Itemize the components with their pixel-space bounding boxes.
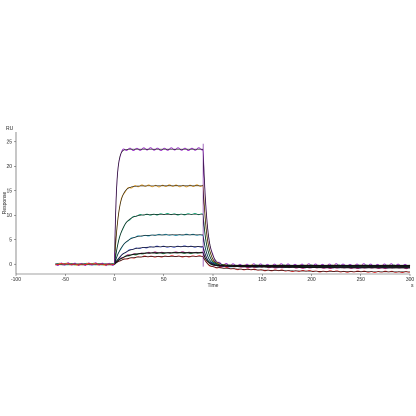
x-tick-label: 100: [209, 277, 218, 283]
sensorgram-series-4: [55, 233, 411, 269]
axes: [15, 132, 410, 275]
fit-curve-1: [114, 148, 410, 266]
y-tick-label: 20: [6, 164, 12, 170]
sensorgram-series-3: [55, 213, 411, 268]
fit-curve-4: [114, 234, 410, 268]
sensorgram-series-1: [55, 147, 411, 268]
fit-curve-3: [114, 213, 410, 267]
x-tick-label: 150: [258, 277, 267, 283]
y-axis-title: Response: [2, 192, 8, 215]
x-axis-title: Time: [208, 283, 219, 289]
x-tick-label: -100: [11, 277, 21, 283]
x-unit-label: s: [411, 283, 414, 289]
fit-curve-5: [114, 246, 411, 268]
x-tick-label: 50: [161, 277, 167, 283]
y-tick-label: 10: [6, 213, 12, 219]
fit-curve-8: [114, 256, 410, 273]
y-unit-label: RU: [6, 126, 14, 132]
x-tick-label: 250: [357, 277, 366, 283]
fit-curve-7: [114, 252, 410, 266]
y-tick-label: 0: [9, 262, 12, 268]
y-tick-label: 5: [9, 237, 12, 243]
y-ticks: 0 5 10 15 20 25: [6, 139, 16, 268]
x-tick-label: 200: [307, 277, 316, 283]
fit-curve-2: [114, 185, 410, 267]
x-tick-label: 300: [406, 277, 415, 283]
y-tick-label: 25: [6, 139, 12, 145]
sensorgram-series-2: [55, 184, 411, 268]
series-layer: [55, 143, 411, 273]
y-tick-label: 15: [6, 188, 12, 194]
x-tick-label: -50: [62, 277, 69, 283]
fit-curve-6: [114, 252, 410, 269]
x-tick-label: 0: [113, 277, 116, 283]
x-ticks: -100 -50 0 50 100 150 200 250 300: [11, 274, 414, 283]
